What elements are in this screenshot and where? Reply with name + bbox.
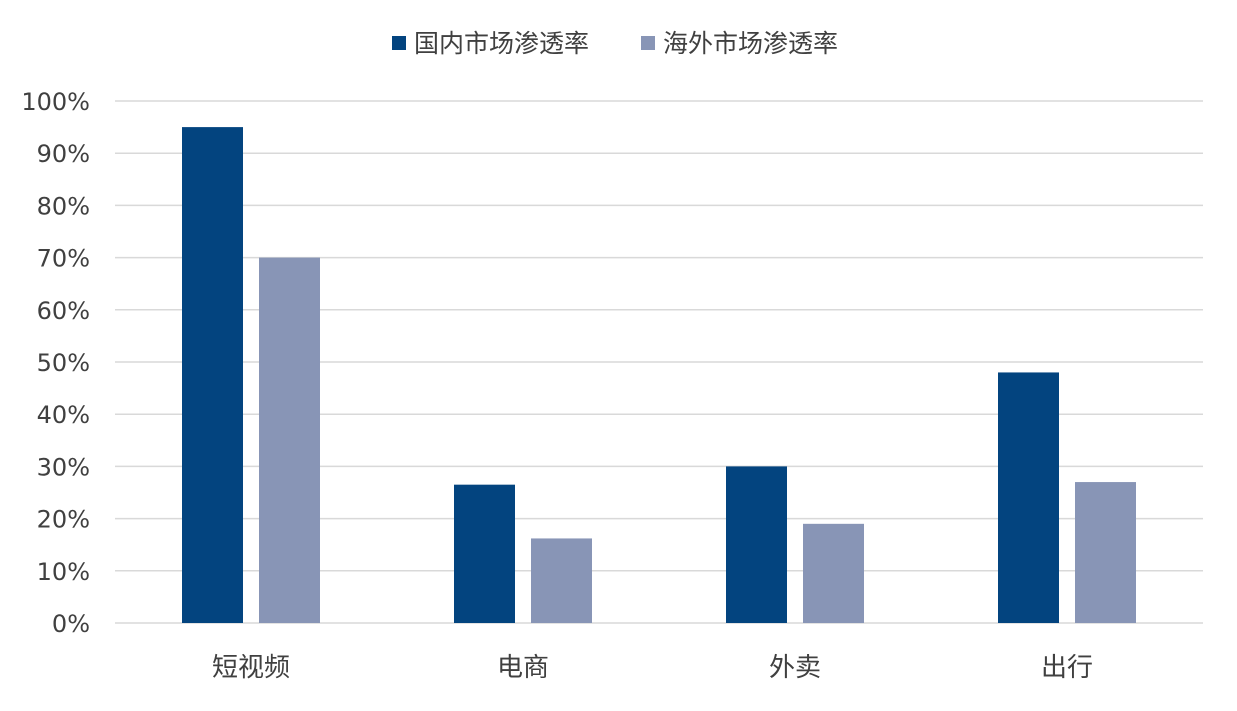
legend-swatch [641,36,655,50]
y-tick-label: 30% [37,453,90,481]
bar-domestic-1 [454,484,515,623]
bar-overseas-1 [531,538,592,623]
bars [182,127,1136,623]
bar-domestic-2 [726,466,787,623]
y-tick-label: 100% [21,88,90,116]
y-tick-label: 40% [37,401,90,429]
x-category-label: 出行 [1041,653,1093,683]
legend: 国内市场渗透率 海外市场渗透率 [392,29,838,58]
legend-label: 海外市场渗透率 [663,29,838,58]
y-axis-tick-labels: 0% 10% 20% 30% 40% 50% 60% 70% 80% 90% 100% [21,88,90,638]
y-tick-label: 20% [37,506,90,534]
y-tick-label: 60% [37,297,90,325]
y-tick-label: 70% [37,245,90,273]
bar-overseas-3 [1075,482,1136,623]
y-tick-label: 10% [37,558,90,586]
y-tick-label: 50% [37,349,90,377]
y-tick-label: 80% [37,192,90,220]
y-tick-label: 90% [37,140,90,168]
legend-swatch [392,36,406,50]
x-category-label: 短视频 [212,653,290,683]
bar-overseas-0 [259,257,320,623]
bar-domestic-3 [998,372,1059,623]
bar-overseas-2 [803,523,864,623]
x-category-label: 外卖 [769,653,821,683]
x-axis-category-labels: 短视频 电商 外卖 出行 [212,653,1093,683]
bar-domestic-0 [182,127,243,623]
y-tick-label: 0% [52,610,90,638]
x-category-label: 电商 [497,653,549,683]
legend-label: 国内市场渗透率 [414,29,589,58]
